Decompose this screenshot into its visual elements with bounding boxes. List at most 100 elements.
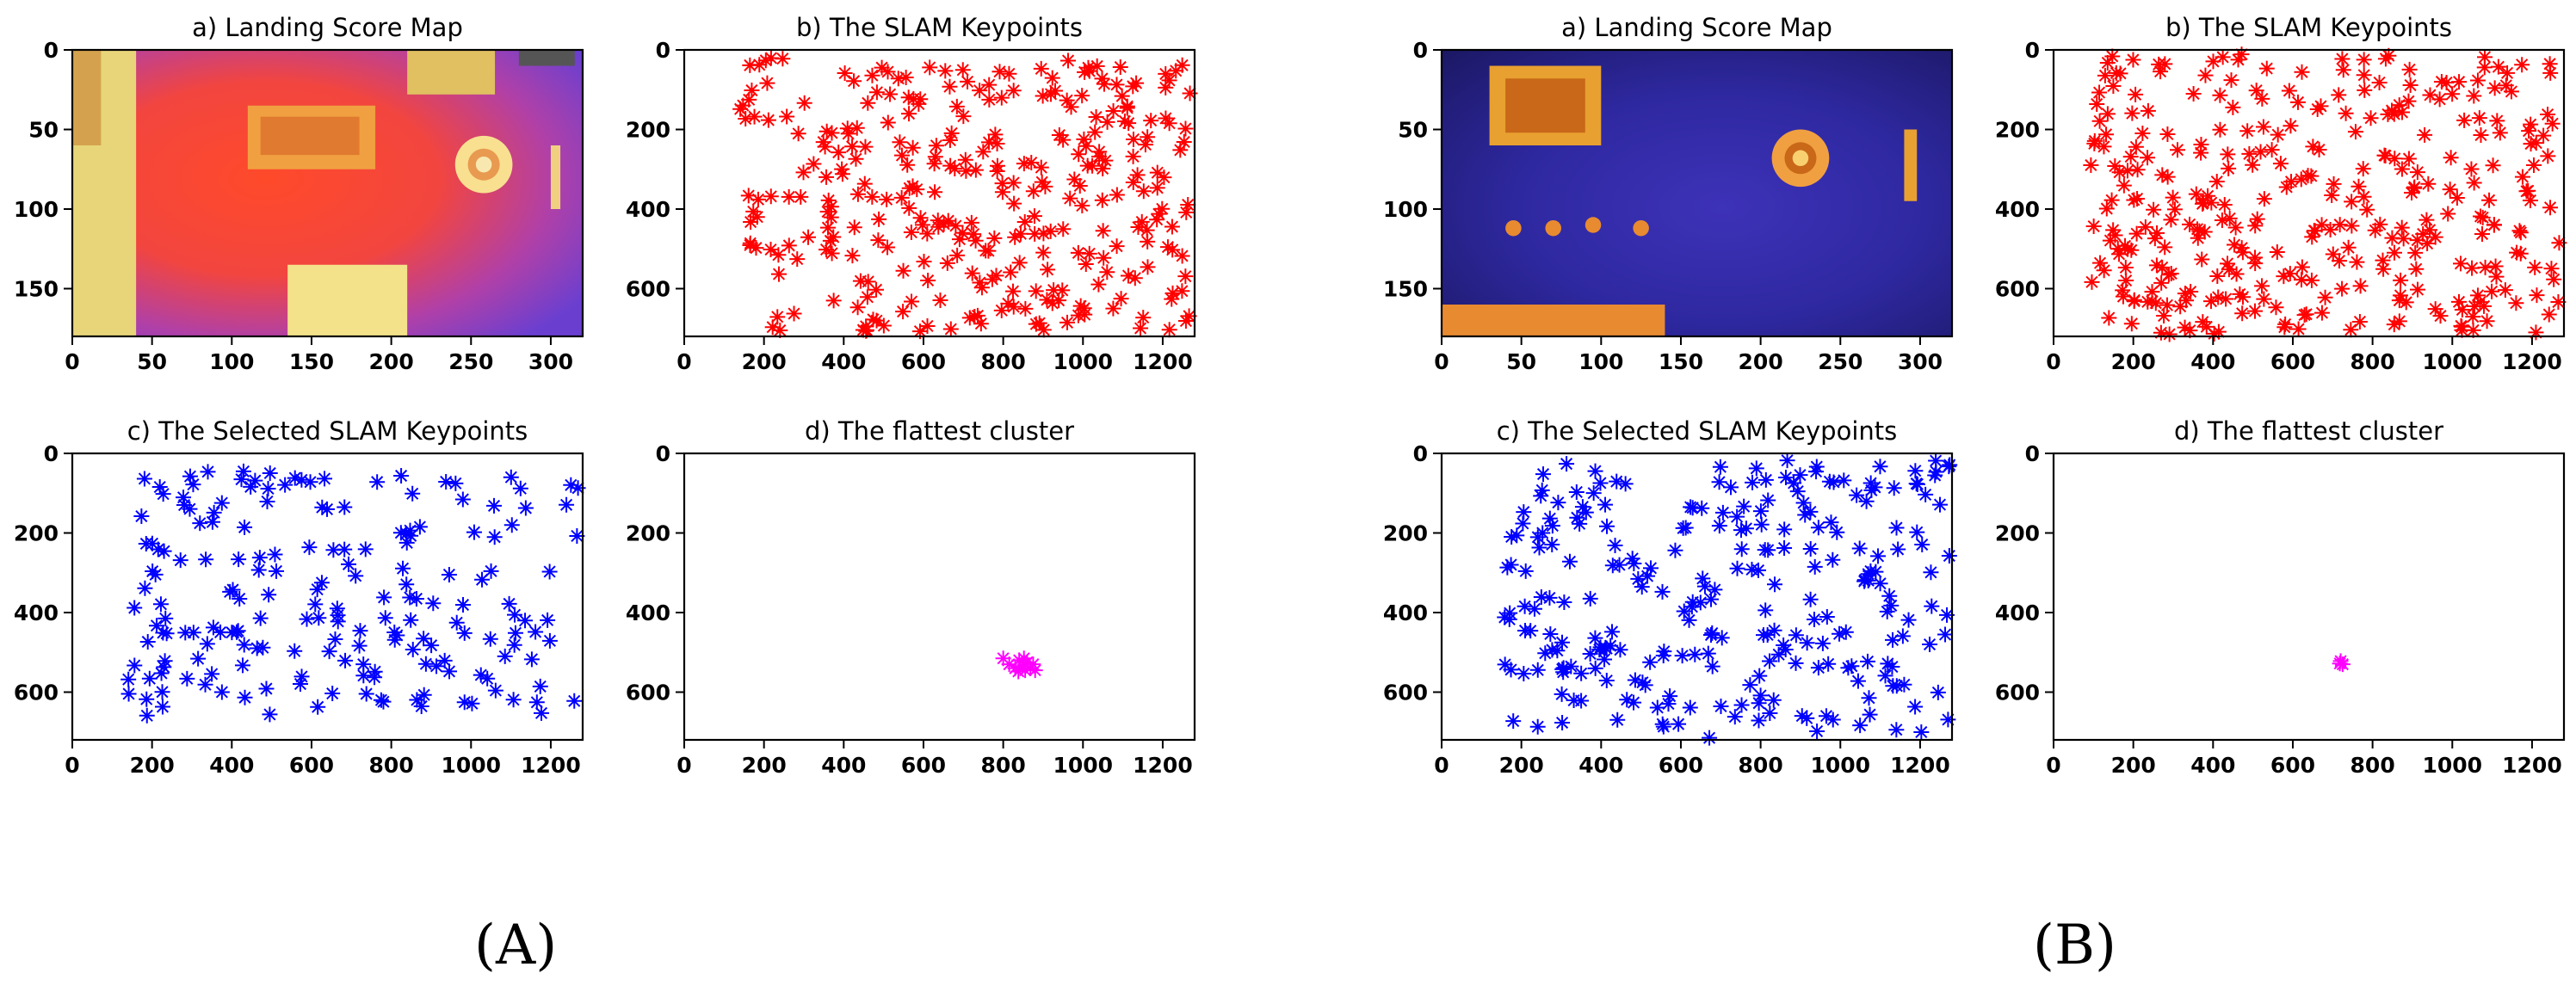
keypoint-marker	[482, 631, 498, 647]
keypoint-marker	[757, 52, 774, 69]
keypoint-marker	[1896, 676, 1912, 693]
keypoint-marker	[1634, 579, 1650, 595]
keypoint-marker	[2241, 145, 2258, 162]
keypoint-marker	[1700, 645, 1716, 662]
panel-b-a: 0 50 100 150 200 250 300 0 50 100 150 a) Landing Sc…	[1383, 13, 1954, 374]
keypoint-marker	[2154, 259, 2171, 275]
keypoint-marker	[2123, 242, 2140, 258]
keypoint-marker	[357, 541, 374, 557]
keypoint-marker	[880, 239, 896, 256]
keypoint-marker	[895, 262, 911, 279]
keypoint-marker	[466, 524, 482, 540]
keypoint-marker	[1611, 557, 1628, 573]
keypoint-marker	[2386, 317, 2402, 333]
keypoint-marker	[2375, 252, 2391, 268]
keypoint-marker	[2518, 183, 2535, 200]
keypoint-marker	[182, 501, 198, 517]
keypoint-marker	[928, 138, 944, 154]
keypoint-marker	[2123, 316, 2140, 332]
keypoint-marker	[1751, 712, 1767, 729]
keypoint-marker	[2313, 98, 2329, 114]
keypoint-marker	[1856, 572, 1873, 588]
keypoint-marker	[2246, 303, 2263, 319]
keypoint-marker	[1028, 316, 1044, 332]
keypoint-marker	[1113, 291, 1129, 307]
keypoint-marker	[512, 480, 528, 496]
keypoint-marker	[1861, 690, 1877, 706]
keypoint-marker	[2153, 274, 2170, 291]
y-tick-label: 200	[1995, 118, 2040, 143]
keypoint-marker	[358, 686, 374, 702]
keypoint-marker	[856, 176, 873, 192]
keypoint-marker	[310, 699, 326, 715]
keypoint-marker	[355, 656, 372, 673]
keypoint-marker	[2182, 323, 2198, 339]
x-tick-label: 150	[1659, 349, 1703, 374]
keypoint-marker	[2326, 176, 2342, 192]
keypoint-marker	[1180, 196, 1196, 213]
x-tick-label: 100	[209, 349, 254, 374]
keypoint-marker	[1105, 102, 1121, 119]
keypoint-marker	[1027, 225, 1043, 242]
keypoint-marker	[517, 613, 534, 629]
keypoint-marker	[523, 651, 540, 668]
keypoint-marker	[1913, 724, 1930, 740]
keypoint-marker	[2351, 178, 2367, 194]
keypoint-marker	[448, 475, 464, 491]
keypoint-marker	[2451, 74, 2468, 90]
y-tick-label: 0	[656, 38, 670, 63]
keypoint-marker	[936, 216, 952, 232]
keypoint-marker	[2234, 244, 2251, 261]
keypoint-marker	[2415, 225, 2431, 242]
keypoint-marker	[1939, 607, 1955, 623]
keypoint-marker	[1776, 638, 1792, 654]
keypoint-marker	[1667, 542, 1683, 558]
keypoint-marker	[2394, 219, 2410, 236]
keypoint-marker	[2105, 77, 2122, 94]
keypoint-marker	[741, 91, 757, 108]
keypoint-marker	[2137, 219, 2153, 235]
keypoint-marker	[860, 95, 876, 111]
keypoint-marker	[2465, 309, 2481, 325]
keypoint-marker	[2203, 194, 2220, 211]
keypoint-marker	[1809, 723, 1825, 739]
keypoint-marker	[993, 302, 1010, 318]
keypoint-marker	[1802, 591, 1819, 607]
x-tick-label: 1200	[2502, 349, 2562, 374]
keypoint-marker	[1121, 115, 1137, 132]
keypoint-marker	[1799, 710, 1815, 726]
keypoint-marker	[198, 551, 214, 568]
keypoint-marker	[2401, 61, 2418, 77]
keypoint-marker	[763, 50, 779, 66]
keypoint-marker	[1517, 563, 1534, 579]
keypoint-marker	[966, 226, 982, 243]
keypoint-marker	[2334, 51, 2351, 67]
x-tick-label: 1000	[1053, 753, 1113, 778]
keypoint-marker	[299, 611, 315, 627]
keypoint-marker	[1851, 540, 1868, 557]
y-tick-label: 100	[1383, 197, 1428, 222]
keypoint-marker	[1574, 499, 1591, 515]
keypoint-marker	[1181, 308, 1197, 324]
keypoint-marker	[2398, 294, 2414, 311]
keypoint-marker	[393, 468, 410, 484]
car-bottom	[1442, 305, 1665, 336]
keypoint-marker	[1006, 195, 1022, 212]
keypoint-marker	[1137, 137, 1153, 153]
axes-frame	[683, 48, 1196, 338]
keypoint-marker	[2218, 291, 2234, 307]
keypoint-marker	[1637, 677, 1653, 693]
keypoint-marker	[2223, 72, 2239, 89]
x-tick-label: 400	[209, 753, 254, 778]
keypoint-marker	[2467, 298, 2483, 314]
keypoint-marker	[2256, 191, 2272, 207]
keypoint-marker	[1039, 292, 1055, 308]
keypoint-marker	[1872, 576, 1888, 592]
keypoint-marker	[1164, 285, 1181, 301]
keypoint-marker	[1585, 485, 1602, 502]
keypoint-marker	[1587, 660, 1603, 676]
keypoint-marker	[2119, 163, 2135, 179]
keypoint-marker	[1051, 293, 1067, 309]
keypoint-marker	[1544, 518, 1560, 534]
